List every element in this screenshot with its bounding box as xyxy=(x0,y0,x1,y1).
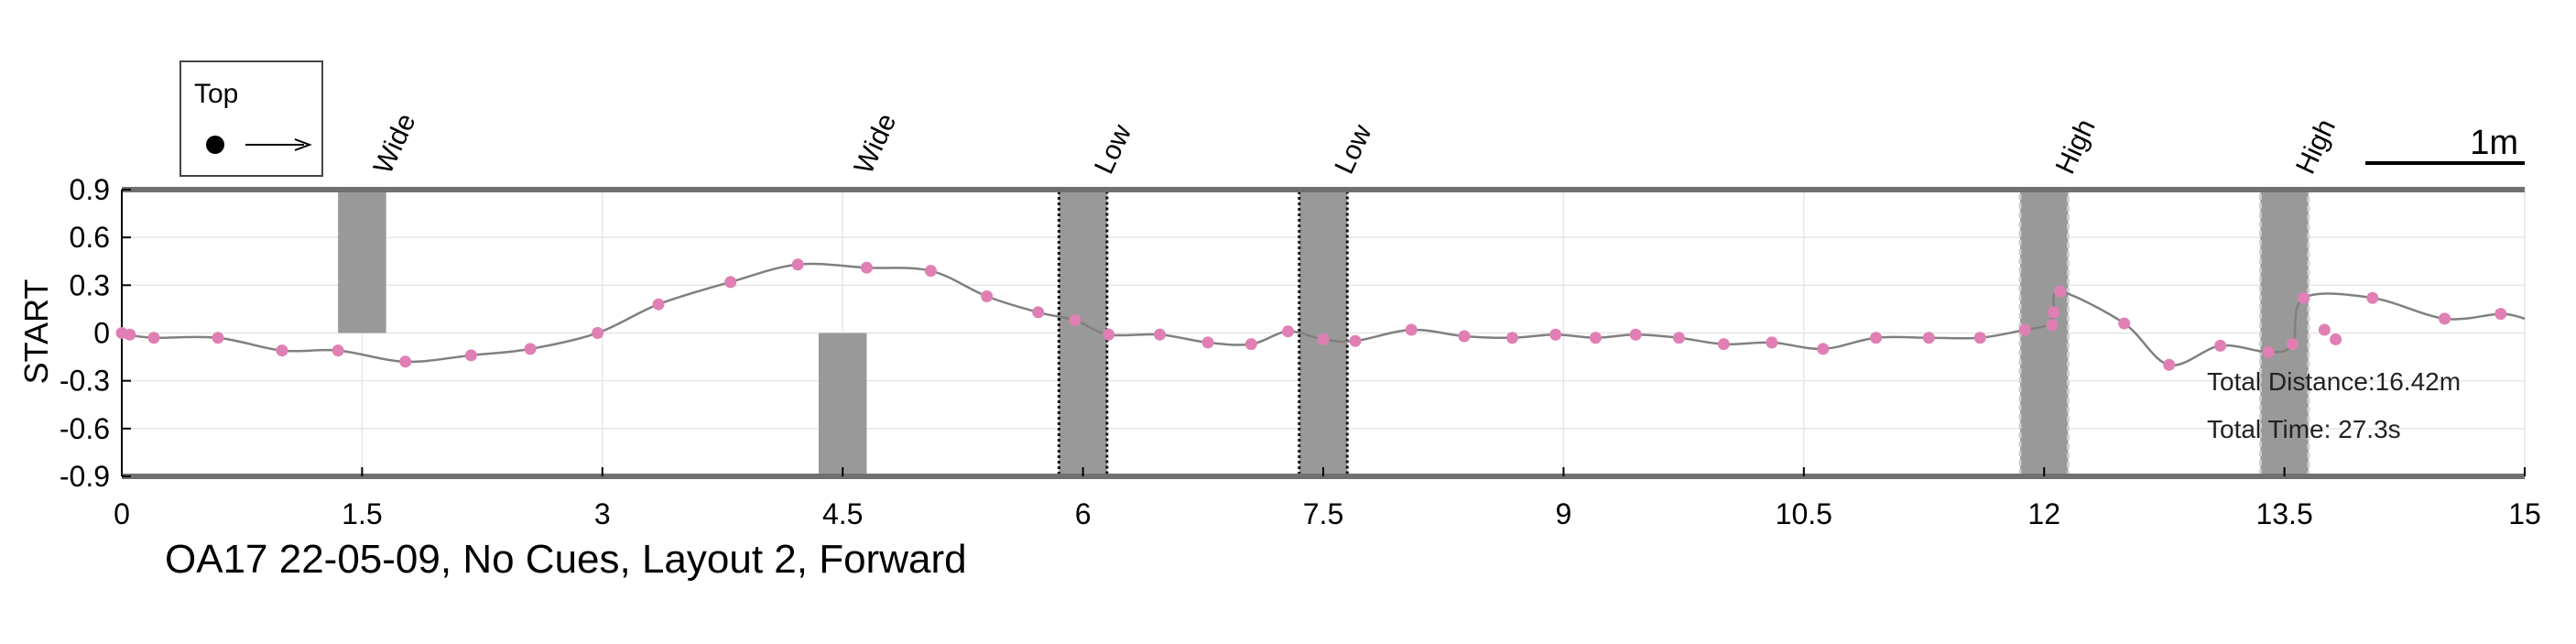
trajectory-point xyxy=(724,276,737,289)
trajectory-point xyxy=(332,344,344,357)
trajectory-point xyxy=(147,332,160,344)
trajectory-point xyxy=(2366,291,2379,304)
trajectory-point xyxy=(791,258,804,271)
obstacle-label: Wide xyxy=(368,109,422,179)
trajectory-point xyxy=(2494,308,2507,321)
legend-arrowhead-icon xyxy=(294,138,312,151)
obstacle-labels: Wide Wide Low Low High High xyxy=(368,109,2342,179)
x-tick-label: 15 xyxy=(2508,497,2541,530)
x-tick-label: 4.5 xyxy=(822,497,863,530)
trajectory-point xyxy=(2439,312,2451,325)
y-tick-label: 0.6 xyxy=(70,221,110,254)
obstacle-regions xyxy=(338,188,2310,478)
trajectory-point xyxy=(1317,333,1330,345)
y-tick-label: 0.9 xyxy=(70,173,110,206)
trajectory-point xyxy=(592,327,604,339)
obstacle-wide xyxy=(338,190,386,333)
trajectory-point xyxy=(1766,336,1778,349)
trajectory-point xyxy=(464,349,477,362)
trajectory-point xyxy=(924,265,937,278)
trajectory-point xyxy=(2046,319,2059,332)
trajectory-point xyxy=(1069,314,1081,327)
trajectory-point xyxy=(1549,328,1562,341)
legend-dot-icon xyxy=(206,136,224,154)
legend-box xyxy=(179,60,323,177)
trajectory-point xyxy=(1672,332,1685,344)
trajectory-point xyxy=(1103,328,1115,341)
trajectory-point xyxy=(652,298,665,311)
trajectory-point xyxy=(399,355,412,368)
y-tick-label: 0 xyxy=(93,317,110,350)
obstacle-wide xyxy=(818,333,867,476)
trajectory-point xyxy=(1629,328,1642,341)
trajectory-point xyxy=(2262,345,2275,358)
x-tick-label: 0 xyxy=(114,497,130,530)
x-tick-label: 7.5 xyxy=(1303,497,1343,530)
y-tick-labels: 0.9 0.6 0.3 0 -0.3 -0.6 -0.9 xyxy=(60,173,110,493)
trajectory-point xyxy=(276,344,288,357)
trajectory-point xyxy=(1201,336,1214,349)
y-tick-label: -0.6 xyxy=(60,412,110,445)
trajectory-point xyxy=(1922,332,1935,344)
obstacle-label: Low xyxy=(1329,120,1377,179)
x-tick-label: 9 xyxy=(1556,497,1572,530)
trajectory-point xyxy=(1870,332,1883,344)
trajectory-point xyxy=(2286,338,2299,351)
trajectory-point xyxy=(524,343,537,355)
y-tick-label: -0.3 xyxy=(60,365,110,398)
x-tick-label: 1.5 xyxy=(342,497,382,530)
legend-label: Top xyxy=(194,79,238,109)
x-tick-label: 10.5 xyxy=(1776,497,1832,530)
obstacle-high xyxy=(2258,188,2310,478)
trajectory-point xyxy=(1505,332,1518,344)
trajectory-markers xyxy=(115,258,2507,371)
x-tick-label: 3 xyxy=(594,497,611,530)
trajectory-point xyxy=(981,290,994,303)
trajectory-point xyxy=(2163,358,2176,371)
total-distance-label: Total Distance:16.42m xyxy=(2207,367,2461,396)
trajectory-point xyxy=(2330,333,2342,345)
obstacle-label: Wide xyxy=(849,109,903,179)
trajectory-point xyxy=(1405,323,1418,336)
trajectory-point xyxy=(2298,291,2310,304)
trajectory-point xyxy=(860,261,873,274)
y-tick-label: 0.3 xyxy=(70,268,110,301)
trajectory-point xyxy=(2118,317,2131,330)
x-tick-label: 13.5 xyxy=(2255,497,2312,530)
trajectory-point xyxy=(1817,343,1830,355)
obstacle-low xyxy=(1298,188,1349,478)
legend: Top xyxy=(179,60,323,177)
trajectory-point xyxy=(1154,328,1167,341)
trajectory-point xyxy=(1282,325,1295,338)
trajectory-point xyxy=(1717,338,1730,351)
trajectory-point xyxy=(1349,334,1362,347)
scale-bar: 1m xyxy=(2365,124,2525,165)
scale-bar-label: 1m xyxy=(2470,124,2518,162)
obstacle-label: High xyxy=(2290,115,2342,179)
trajectory-point xyxy=(2214,339,2227,352)
trajectory-point xyxy=(2318,323,2331,336)
x-tick-labels: 0 1.5 3 4.5 6 7.5 9 10.5 12 13.5 15 xyxy=(114,497,2541,530)
trajectory-point xyxy=(1973,332,1986,344)
trajectory-point xyxy=(2048,306,2060,319)
trajectory-point xyxy=(1458,330,1471,343)
total-time-label: Total Time: 27.3s xyxy=(2207,415,2401,443)
trajectory-point xyxy=(2018,323,2031,336)
x-tick-label: 6 xyxy=(1075,497,1092,530)
trajectory-point xyxy=(124,328,136,341)
x-tick-label: 12 xyxy=(2027,497,2060,530)
trajectory-point xyxy=(2054,285,2067,298)
chart-title: OA17 22-05-09, No Cues, Layout 2, Forwar… xyxy=(165,537,967,582)
y-axis-label: START xyxy=(17,279,55,385)
trajectory-point xyxy=(1589,332,1602,344)
obstacle-label: High xyxy=(2050,115,2102,179)
obstacle-label: Low xyxy=(1089,120,1137,179)
trajectory-point xyxy=(1032,306,1045,319)
trajectory-point xyxy=(212,332,224,344)
y-tick-label: -0.9 xyxy=(60,460,110,493)
trajectory-point xyxy=(1245,338,1257,351)
